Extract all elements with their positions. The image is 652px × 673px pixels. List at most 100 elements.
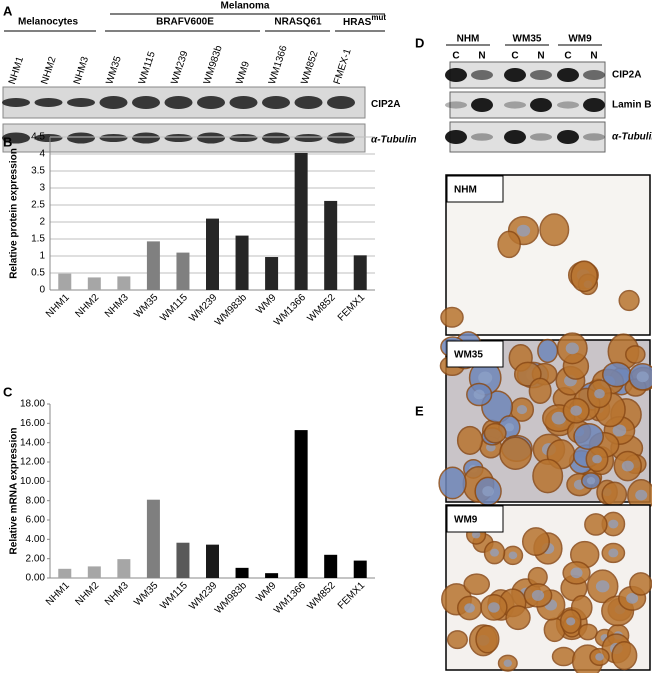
band xyxy=(34,98,63,107)
nucleus xyxy=(626,593,639,604)
band xyxy=(164,96,193,109)
y-tick-label: 0.00 xyxy=(26,573,46,584)
nucleus xyxy=(608,548,619,558)
nucleus xyxy=(478,371,493,385)
bar xyxy=(353,560,367,578)
x-tick-label: WM852 xyxy=(306,292,338,324)
cell xyxy=(601,481,628,507)
band xyxy=(327,132,355,144)
cell xyxy=(521,527,550,556)
fraction-label: C xyxy=(511,51,518,62)
x-tick-label: FEMX1 xyxy=(336,580,368,612)
bar xyxy=(294,152,308,290)
lane-label: WM852 xyxy=(299,49,320,86)
x-tick-label: NHM3 xyxy=(103,580,131,608)
y-tick-label: 6.00 xyxy=(26,515,46,526)
group-label: HRASmut xyxy=(343,13,386,28)
y-tick-label: 2 xyxy=(39,217,45,228)
blot-label: α-Tubulin xyxy=(371,135,416,146)
band xyxy=(504,101,526,109)
cell xyxy=(532,458,564,494)
blot-label: CIP2A xyxy=(612,70,641,81)
nucleus xyxy=(636,371,649,383)
y-tick-label: 8.00 xyxy=(26,495,46,506)
group-label: WM35 xyxy=(513,34,542,45)
nucleus xyxy=(516,405,528,415)
nucleus xyxy=(504,423,515,432)
header: Melanoma xyxy=(221,1,270,12)
lane-label: WM35 xyxy=(104,54,124,85)
nucleus xyxy=(594,389,605,399)
x-tick-label: NHM1 xyxy=(44,580,72,608)
cell xyxy=(463,573,491,596)
cell xyxy=(539,213,570,247)
nucleus xyxy=(464,603,475,613)
group-label: NRASQ61 xyxy=(274,17,322,28)
bar xyxy=(324,554,338,578)
group-label: Melanocytes xyxy=(18,17,78,28)
nucleus xyxy=(565,342,579,355)
bar xyxy=(58,273,72,290)
y-tick-label: 0 xyxy=(39,285,45,296)
y-tick-label: 16.00 xyxy=(20,418,45,429)
cell xyxy=(584,513,608,536)
group-label: NHM xyxy=(457,34,480,45)
x-tick-label: WM35 xyxy=(132,580,161,609)
y-tick-label: 18.00 xyxy=(20,399,45,410)
x-tick-label: WM1366 xyxy=(272,580,308,616)
nucleus xyxy=(531,589,545,601)
blot-label: CIP2A xyxy=(371,99,400,110)
panel-letter: B xyxy=(3,134,12,149)
cell xyxy=(573,423,604,450)
band xyxy=(197,96,225,109)
cell xyxy=(618,289,640,312)
band xyxy=(294,134,323,142)
fraction-label: N xyxy=(478,51,485,62)
image-label: WM35 xyxy=(454,350,483,361)
bar xyxy=(176,542,190,578)
bar xyxy=(176,252,190,290)
band xyxy=(557,68,579,82)
bar xyxy=(146,241,160,290)
nucleus xyxy=(595,580,610,593)
cell xyxy=(497,230,521,259)
y-tick-label: 2.5 xyxy=(31,200,45,211)
x-tick-label: WM9 xyxy=(254,292,279,317)
lane-label: WM1366 xyxy=(267,44,290,86)
band xyxy=(294,96,323,109)
x-tick-label: WM1366 xyxy=(272,292,308,328)
panel-letter: D xyxy=(415,35,424,50)
nucleus xyxy=(570,567,583,579)
nucleus xyxy=(586,477,596,485)
band xyxy=(67,98,95,107)
band xyxy=(229,96,258,109)
x-tick-label: NHM2 xyxy=(73,292,101,320)
nucleus xyxy=(508,551,518,560)
cell xyxy=(440,306,464,328)
bar xyxy=(265,257,279,290)
blot-label: α-Tubulin xyxy=(612,132,652,143)
band xyxy=(262,132,290,144)
lane-label: WM983b xyxy=(202,44,225,86)
y-axis-label: Relative mRNA expression xyxy=(9,428,20,555)
band xyxy=(471,98,493,112)
cell xyxy=(438,466,467,500)
cell xyxy=(499,436,533,470)
band xyxy=(229,134,258,142)
nucleus xyxy=(592,454,602,464)
band xyxy=(197,132,225,144)
cell xyxy=(537,338,559,364)
band xyxy=(2,132,30,144)
image-label: WM9 xyxy=(454,515,478,526)
cell xyxy=(629,572,652,596)
cell xyxy=(456,425,483,455)
panel-letter: C xyxy=(3,384,13,399)
band xyxy=(445,68,467,82)
cell xyxy=(483,422,507,444)
y-tick-label: 1 xyxy=(39,251,45,262)
nucleus xyxy=(488,602,500,613)
x-tick-label: WM115 xyxy=(158,292,190,324)
band xyxy=(445,130,467,144)
bar xyxy=(294,430,308,578)
x-tick-label: WM115 xyxy=(158,580,190,612)
